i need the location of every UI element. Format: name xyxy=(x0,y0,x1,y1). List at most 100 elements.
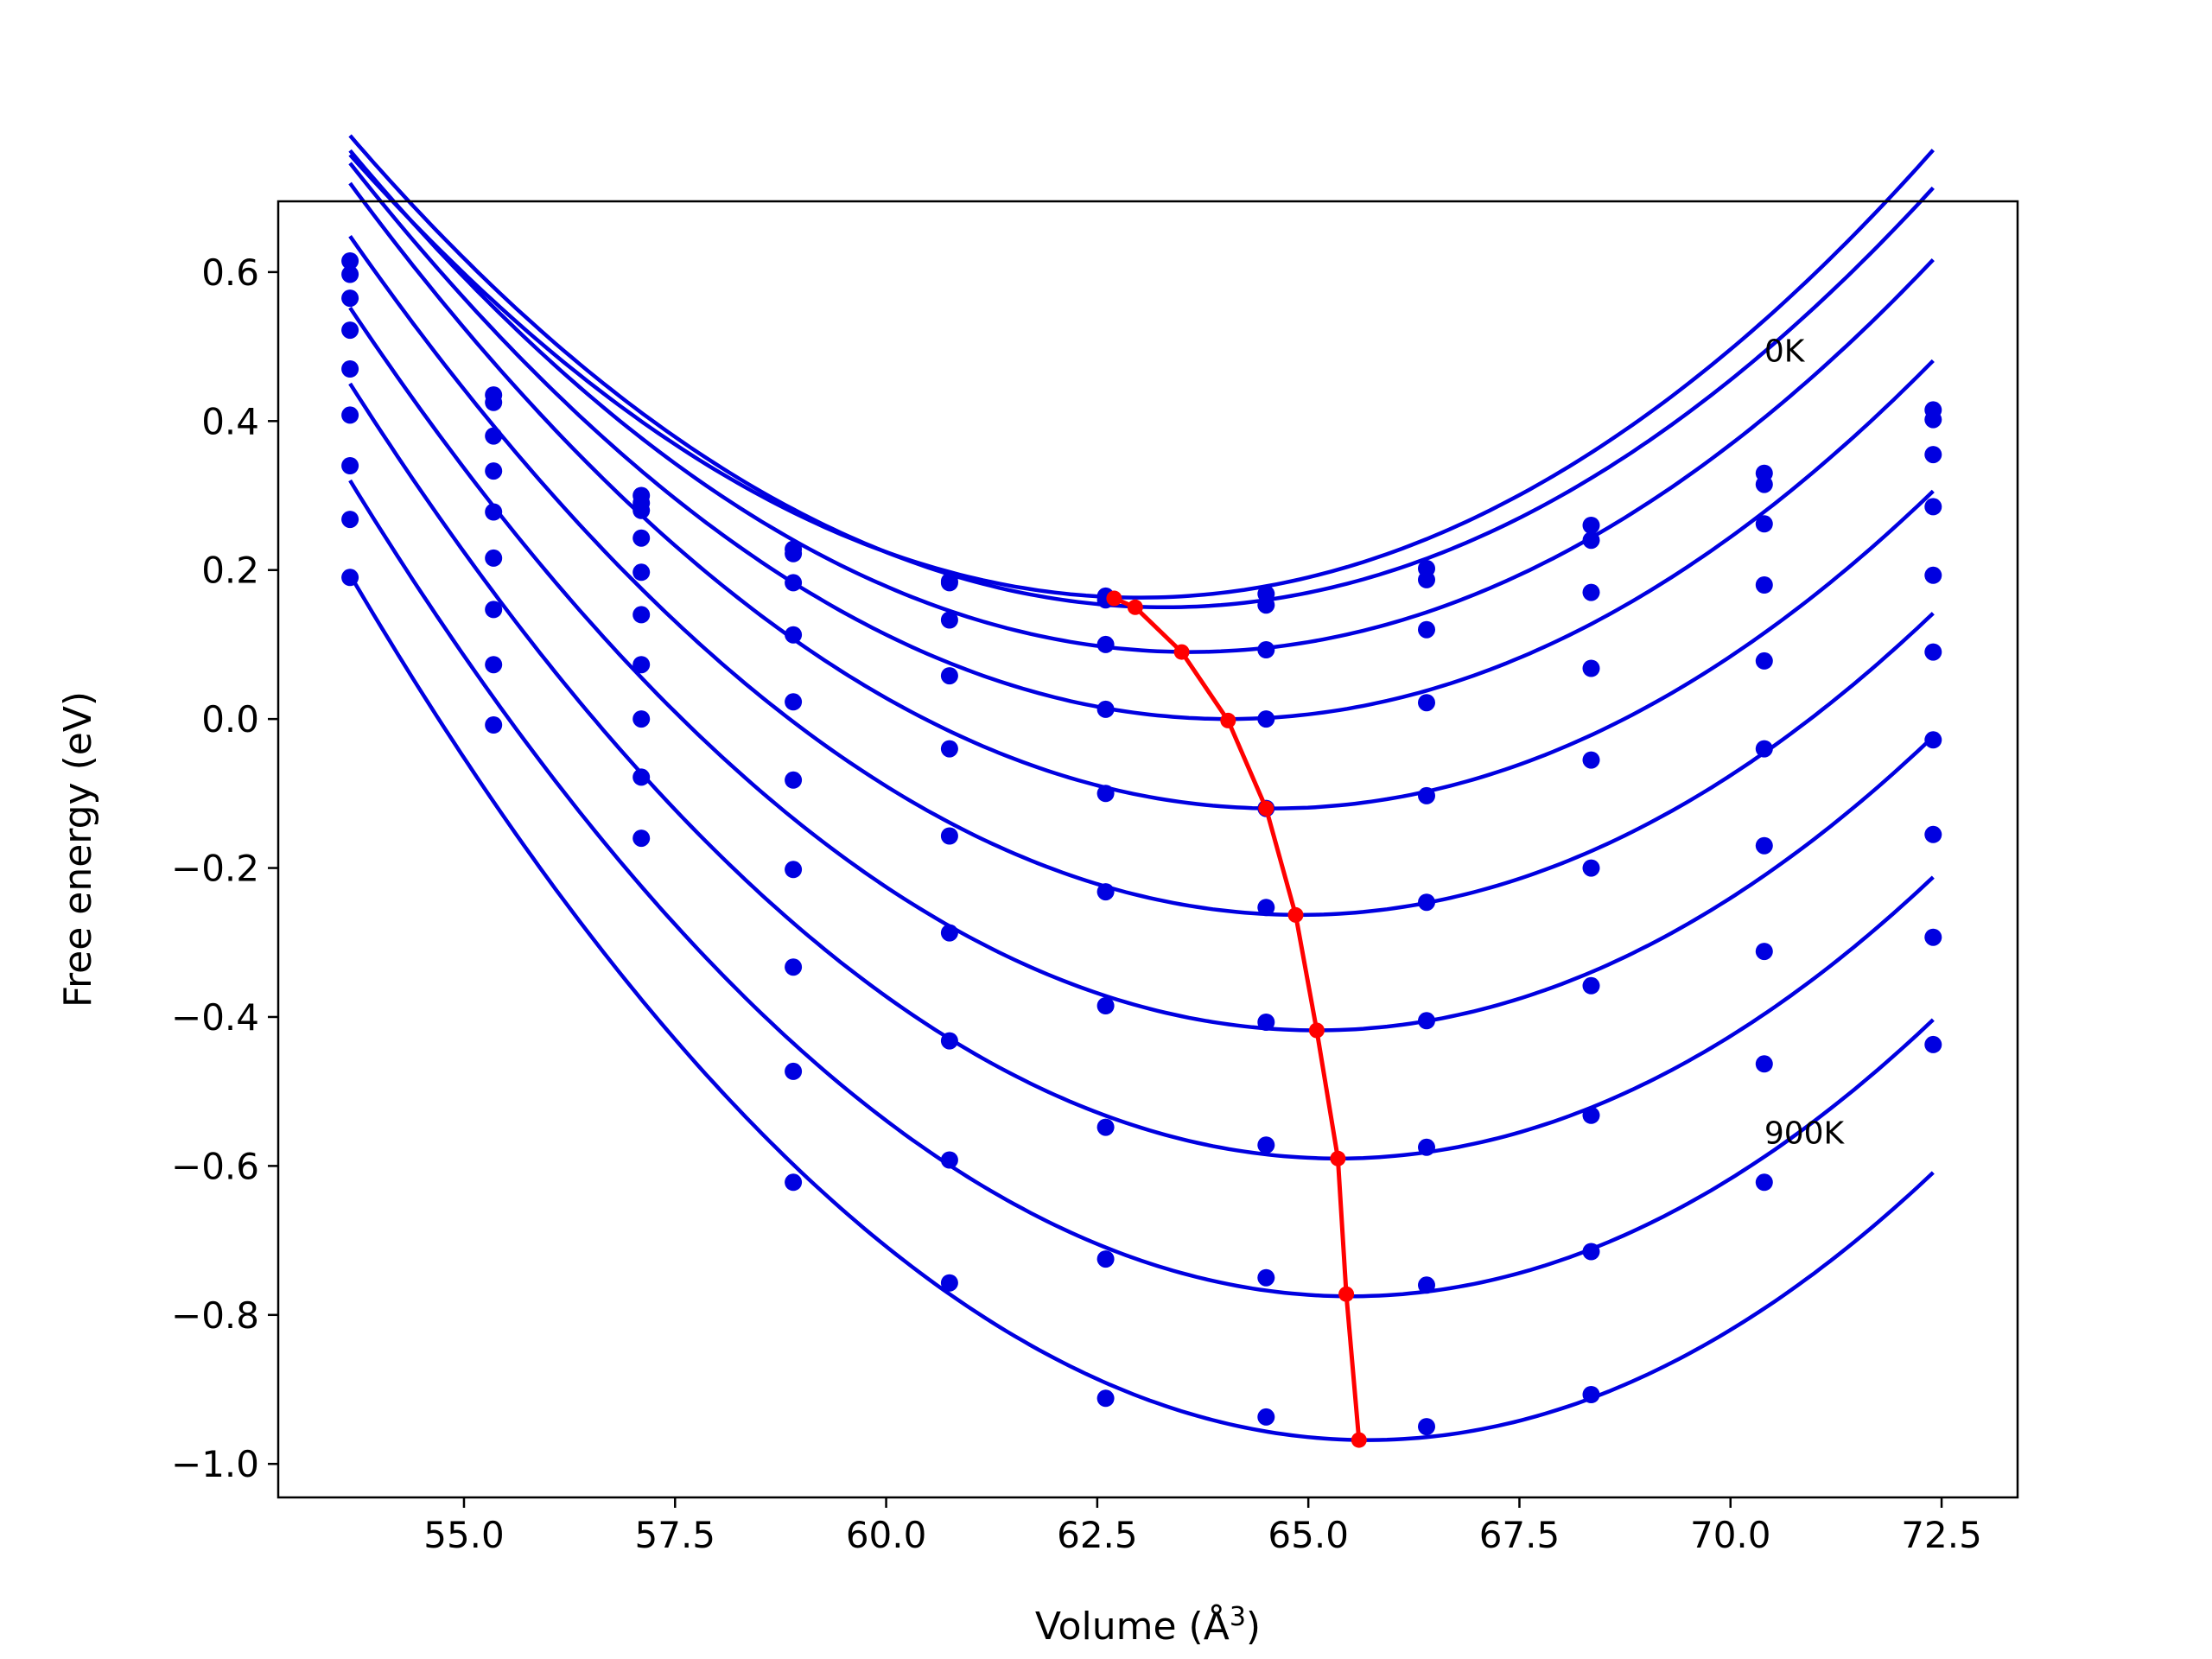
x-tick-label: 57.5 xyxy=(635,1514,716,1556)
data-point xyxy=(940,924,958,942)
data-point xyxy=(632,606,651,624)
data-point xyxy=(940,667,958,685)
fit-curve-5 xyxy=(348,235,1935,918)
data-point xyxy=(1418,620,1435,639)
data-point xyxy=(341,252,359,270)
y-tick-label: −0.4 xyxy=(171,996,259,1039)
data-point xyxy=(1418,786,1435,804)
data-point xyxy=(785,693,803,711)
fit-curve-7 xyxy=(348,382,1935,1161)
x-axis-label-close: ) xyxy=(1246,1605,1261,1649)
data-point xyxy=(1418,1138,1435,1156)
y-axis-ticks: 0.6 0.4 0.2 0.0 −0.2 −0.4 −0.6 −0.8 −1.0 xyxy=(171,251,278,1485)
data-point xyxy=(341,569,359,587)
data-point xyxy=(341,289,359,308)
data-point xyxy=(1755,1055,1773,1073)
data-point xyxy=(341,511,359,529)
data-point xyxy=(1096,635,1115,653)
minimum-point xyxy=(1173,644,1190,660)
data-point xyxy=(940,574,958,592)
data-point xyxy=(1924,825,1942,843)
y-axis-label: Free energy (eV) xyxy=(56,691,100,1007)
data-point xyxy=(1418,893,1435,912)
data-point xyxy=(1755,1173,1773,1192)
y-tick-label: 0.2 xyxy=(201,550,259,592)
minimum-point xyxy=(1308,1022,1325,1039)
x-axis-label-superscript: 3 xyxy=(1230,1602,1246,1632)
data-point xyxy=(1924,566,1942,584)
y-tick-label: 0.6 xyxy=(201,251,259,294)
data-point xyxy=(632,710,651,728)
minimum-point xyxy=(1338,1286,1355,1302)
data-point xyxy=(341,321,359,340)
y-tick-label: −0.8 xyxy=(171,1294,259,1337)
data-point xyxy=(341,406,359,424)
data-point xyxy=(1257,641,1275,658)
data-point xyxy=(1096,700,1115,718)
data-point xyxy=(1755,515,1773,533)
data-point xyxy=(1582,859,1600,877)
data-point xyxy=(1755,836,1773,855)
data-point xyxy=(1096,1250,1115,1268)
data-point xyxy=(1582,976,1600,995)
x-axis-label-main: Volume (Å xyxy=(1035,1603,1230,1649)
x-tick-label: 70.0 xyxy=(1690,1514,1771,1556)
data-point xyxy=(1257,1014,1275,1031)
data-point xyxy=(1257,1136,1275,1154)
x-axis-label: Volume (Å3) xyxy=(1035,1602,1261,1649)
data-point xyxy=(785,544,803,563)
fit-curve-2 xyxy=(348,149,1935,654)
minimum-point xyxy=(1106,590,1122,607)
data-point xyxy=(485,462,503,480)
fit-curve-1 xyxy=(348,134,1935,610)
data-point xyxy=(1418,694,1435,712)
fit-curve-0 xyxy=(348,149,1935,600)
data-point xyxy=(785,771,803,789)
data-point xyxy=(632,768,651,786)
data-point xyxy=(1924,643,1942,661)
data-point xyxy=(785,1062,803,1080)
data-point xyxy=(1755,652,1773,670)
data-point xyxy=(1096,785,1115,803)
data-point xyxy=(1924,410,1942,429)
data-point xyxy=(632,656,651,674)
minima-path xyxy=(1113,596,1362,1440)
data-point xyxy=(1582,1106,1600,1124)
data-point xyxy=(1924,731,1942,749)
minimum-point xyxy=(1220,712,1236,728)
data-point xyxy=(1257,1408,1275,1426)
data-point xyxy=(1924,1035,1942,1053)
minimum-point xyxy=(1258,800,1274,817)
data-point xyxy=(1755,943,1773,961)
data-point xyxy=(785,958,803,976)
data-point xyxy=(1096,997,1115,1014)
data-point xyxy=(632,501,651,519)
data-point xyxy=(1418,570,1435,588)
fit-curve-6 xyxy=(348,306,1935,1033)
data-point xyxy=(1257,1268,1275,1287)
y-tick-label: −0.2 xyxy=(171,848,259,890)
fit-curves xyxy=(348,134,1935,1442)
plot-frame xyxy=(276,200,2019,1499)
y-tick-label: −1.0 xyxy=(171,1443,259,1485)
data-point xyxy=(1257,710,1275,728)
data-point xyxy=(1582,531,1600,550)
x-tick-label: 55.0 xyxy=(423,1514,505,1556)
data-point xyxy=(1582,1386,1600,1403)
data-point xyxy=(485,716,503,734)
fit-curve-3 xyxy=(348,162,1935,721)
curve-annotation: 900K xyxy=(1764,1116,1846,1152)
data-point xyxy=(632,830,651,848)
x-tick-label: 65.0 xyxy=(1268,1514,1349,1556)
annotations: 0K 900K xyxy=(1764,334,1846,1151)
data-point xyxy=(1924,928,1942,946)
data-point xyxy=(1096,1389,1115,1408)
data-point xyxy=(1096,1118,1115,1136)
minimum-point xyxy=(1127,599,1143,615)
data-point xyxy=(341,265,359,283)
data-point xyxy=(341,457,359,474)
y-tick-label: 0.0 xyxy=(201,698,259,741)
fit-curve-4 xyxy=(348,181,1935,810)
data-point xyxy=(1924,446,1942,464)
